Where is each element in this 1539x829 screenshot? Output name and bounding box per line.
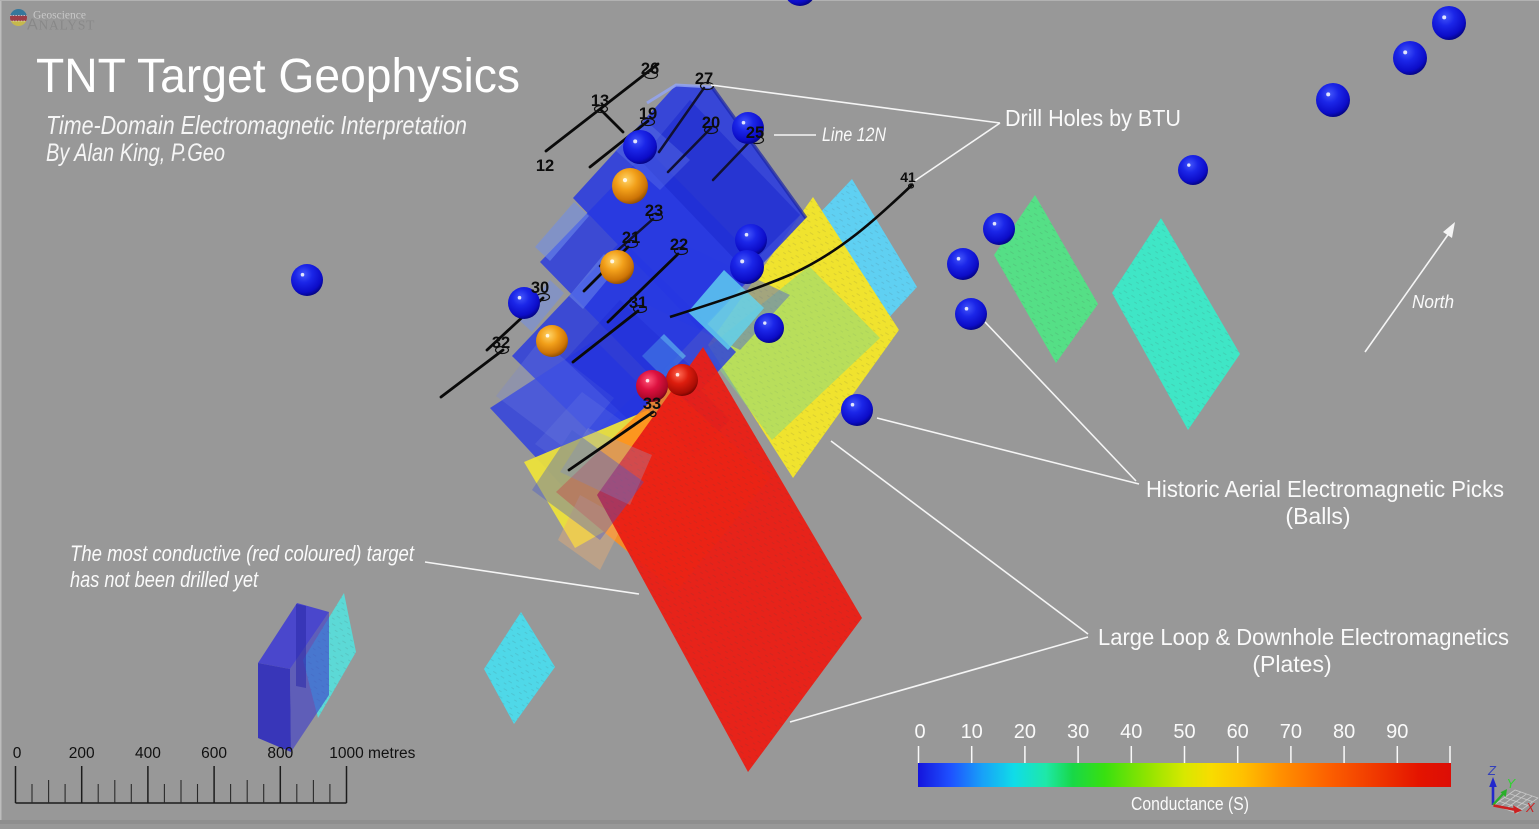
svg-text:22: 22 bbox=[670, 236, 688, 254]
svg-text:The most conductive (red colou: The most conductive (red coloured) targe… bbox=[70, 541, 415, 566]
svg-text:Z: Z bbox=[1487, 763, 1497, 778]
svg-text:0: 0 bbox=[914, 721, 925, 743]
svg-text:0: 0 bbox=[13, 745, 22, 762]
svg-text:Y: Y bbox=[1507, 776, 1517, 791]
svg-text:32: 32 bbox=[492, 334, 510, 352]
svg-text:31: 31 bbox=[629, 294, 647, 312]
svg-text:40: 40 bbox=[1120, 721, 1142, 743]
svg-text:70: 70 bbox=[1280, 721, 1302, 743]
svg-text:27: 27 bbox=[695, 70, 713, 88]
svg-text:1000: 1000 bbox=[329, 745, 364, 762]
svg-text:North: North bbox=[1412, 292, 1454, 312]
svg-text:Drill Holes by BTU: Drill Holes by BTU bbox=[1005, 105, 1181, 131]
svg-text:25: 25 bbox=[746, 124, 764, 142]
svg-text:13: 13 bbox=[591, 92, 609, 110]
svg-text:26: 26 bbox=[641, 60, 659, 78]
svg-text:400: 400 bbox=[135, 745, 161, 762]
svg-text:21: 21 bbox=[622, 229, 640, 247]
svg-text:200: 200 bbox=[69, 745, 95, 762]
svg-text:Large Loop & Downhole Electrom: Large Loop & Downhole Electromagnetics bbox=[1098, 624, 1509, 650]
svg-text:19: 19 bbox=[639, 105, 657, 123]
svg-text:10: 10 bbox=[961, 721, 983, 743]
svg-text:X: X bbox=[1525, 800, 1536, 815]
svg-text:600: 600 bbox=[201, 745, 227, 762]
svg-text:has not been drilled yet: has not been drilled yet bbox=[70, 567, 259, 592]
svg-text:30: 30 bbox=[531, 279, 549, 297]
svg-text:41: 41 bbox=[900, 169, 916, 185]
svg-text:TNT Target Geophysics: TNT Target Geophysics bbox=[36, 50, 520, 103]
svg-text:20: 20 bbox=[1014, 721, 1036, 743]
svg-text:Geoscience: Geoscience bbox=[33, 10, 86, 22]
svg-text:20: 20 bbox=[702, 114, 720, 132]
svg-text:90: 90 bbox=[1386, 721, 1408, 743]
svg-text:50: 50 bbox=[1173, 721, 1195, 743]
svg-text:(Plates): (Plates) bbox=[1252, 651, 1331, 677]
svg-text:30: 30 bbox=[1067, 721, 1089, 743]
svg-text:Line 12N: Line 12N bbox=[822, 125, 886, 146]
svg-text:metres: metres bbox=[368, 745, 416, 762]
svg-text:(Balls): (Balls) bbox=[1285, 503, 1350, 529]
svg-text:ANALYST: ANALYST bbox=[27, 17, 95, 34]
svg-text:800: 800 bbox=[267, 745, 293, 762]
svg-text:Time-Domain Electromagnetic In: Time-Domain Electromagnetic Interpretati… bbox=[46, 110, 467, 140]
svg-text:23: 23 bbox=[645, 202, 663, 220]
svg-text:60: 60 bbox=[1227, 721, 1249, 743]
svg-text:Conductance (S): Conductance (S) bbox=[1131, 794, 1249, 814]
svg-text:By Alan King, P.Geo: By Alan King, P.Geo bbox=[46, 139, 225, 167]
svg-text:80: 80 bbox=[1333, 721, 1355, 743]
svg-text:12: 12 bbox=[536, 157, 554, 175]
svg-text:33: 33 bbox=[643, 395, 661, 413]
svg-text:Historic Aerial Electromagneti: Historic Aerial Electromagnetic Picks bbox=[1146, 476, 1504, 502]
